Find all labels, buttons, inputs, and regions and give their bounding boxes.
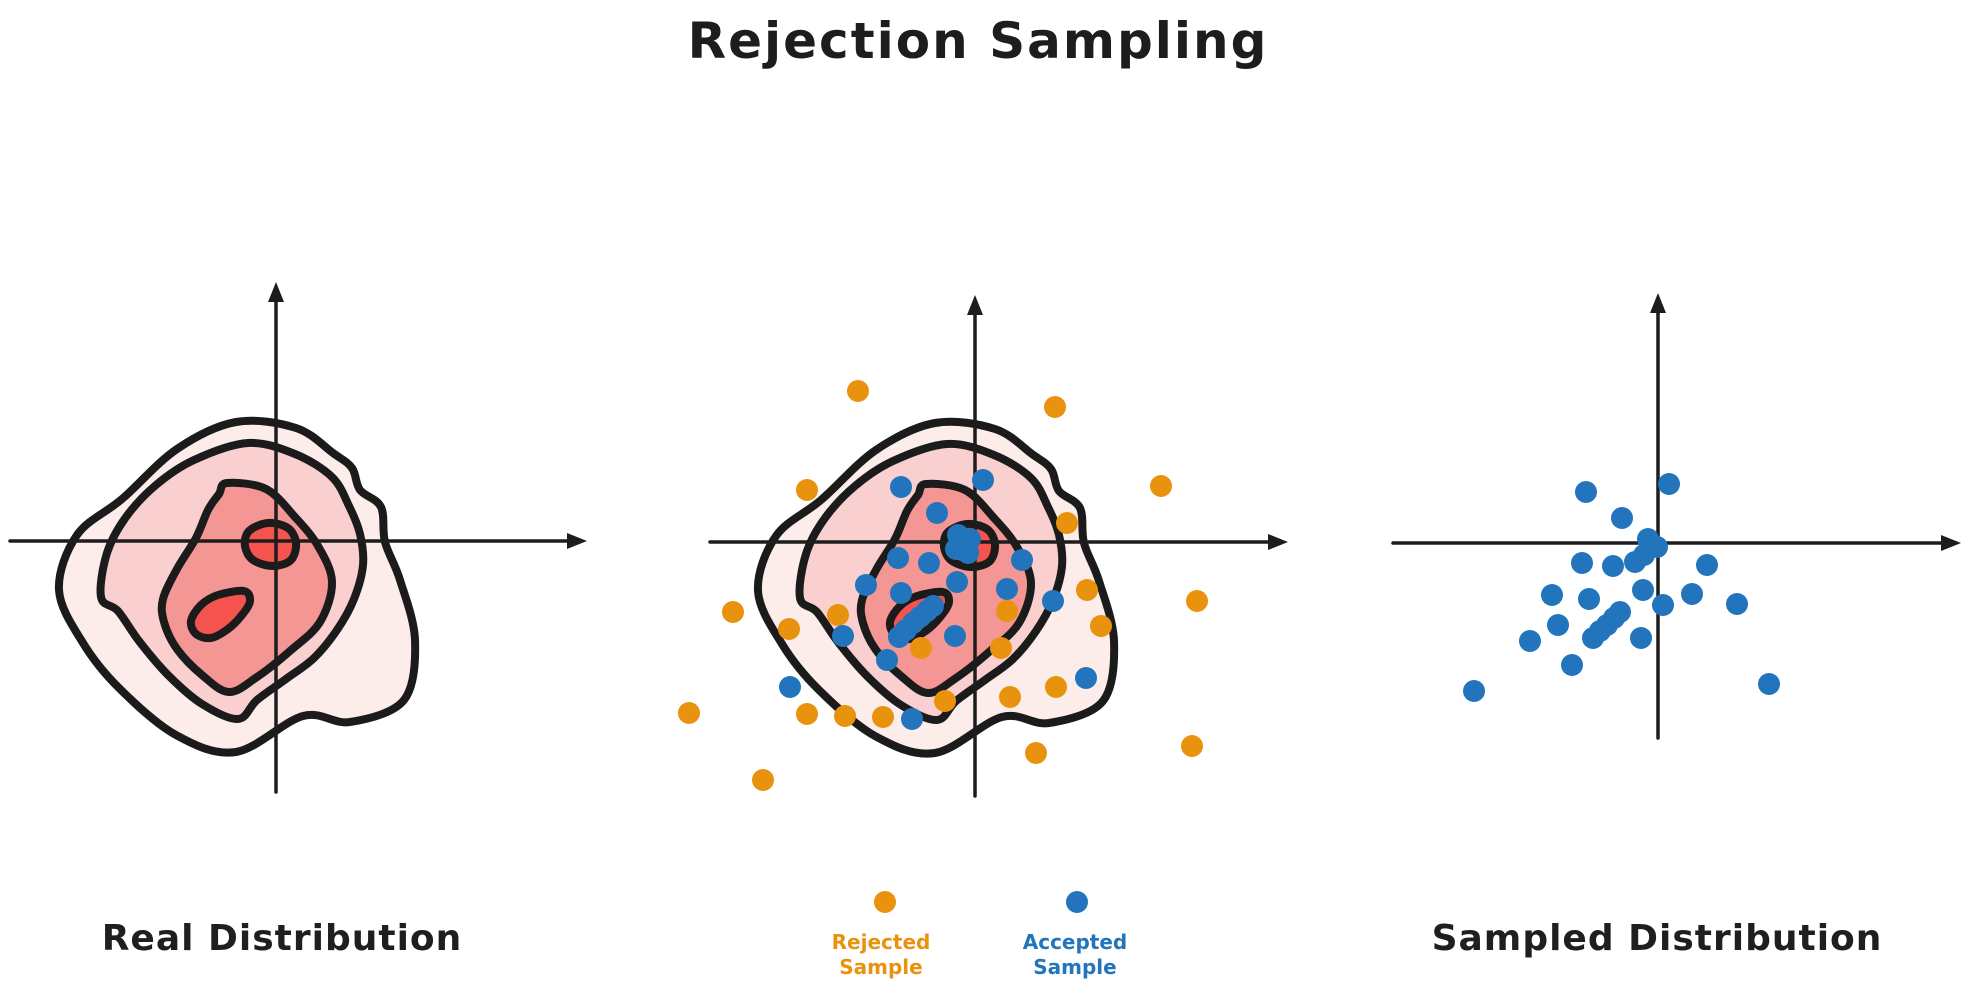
rejected-sample-dot [872, 706, 894, 728]
accepted-sample-dot [1609, 601, 1631, 623]
accepted-sample-dot [1630, 627, 1652, 649]
accepted-sample-dot [1541, 584, 1563, 606]
accepted-sample-dot [1463, 680, 1485, 702]
accepted-sample-dot [926, 502, 948, 524]
sampled-x-axis-arrow-icon [1941, 535, 1961, 551]
rejected-sample-dot [1045, 676, 1067, 698]
accepted-sample-dot [1547, 614, 1569, 636]
real-x-axis-arrow-icon [567, 533, 587, 549]
rejected-sample-dot [1186, 590, 1208, 612]
rejected-sample-dot [999, 686, 1021, 708]
accepted-sample-dot [1575, 481, 1597, 503]
accepted-sample-dot [1624, 551, 1646, 573]
accepted-sample-dot [1561, 654, 1583, 676]
accepted-sample-dot [1571, 552, 1593, 574]
rejected-sample-dot [990, 637, 1012, 659]
real-y-axis-arrow-icon [268, 282, 284, 302]
rejection-y-axis-arrow-icon [967, 295, 983, 315]
accepted-sample-dot [1602, 555, 1624, 577]
rejected-sample-dot [1025, 742, 1047, 764]
rejected-sample-dot [910, 637, 932, 659]
accepted-sample-dot [1519, 630, 1541, 652]
accepted-sample-dot [876, 649, 898, 671]
accepted-sample-dot [946, 571, 968, 593]
rejected-sample-dot [796, 703, 818, 725]
rejection-x-axis-arrow-icon [1268, 534, 1288, 550]
rejected-sample-dot [834, 705, 856, 727]
accepted-sample-dot [855, 574, 877, 596]
accepted-sample-dot [1632, 579, 1654, 601]
contour-level-4 [240, 518, 301, 570]
legend-label-accepted: Accepted Sample [1022, 930, 1128, 979]
accepted-sample-dot [890, 582, 912, 604]
caption-sampled-distribution: Sampled Distribution [1431, 918, 1883, 959]
accepted-sample-dot [1011, 549, 1033, 571]
accepted-sample-dot [1652, 594, 1674, 616]
page-title: Rejection Sampling [687, 12, 1269, 70]
accepted-sample-dot [1726, 593, 1748, 615]
rejected-sample-dot [778, 618, 800, 640]
accepted-sample-dot [1758, 673, 1780, 695]
accepted-sample-dot [996, 578, 1018, 600]
contour-level-4 [186, 586, 255, 643]
accepted-sample-dot [832, 625, 854, 647]
accepted-sample-dot [1578, 588, 1600, 610]
accepted-sample-dot [1042, 590, 1064, 612]
rejected-sample-dot [752, 769, 774, 791]
rejected-sample-dot-icon [874, 891, 896, 913]
rejected-sample-dot [996, 600, 1018, 622]
rejected-sample-dot [678, 702, 700, 724]
accepted-sample-dot [1611, 507, 1633, 529]
rejected-sample-dot [827, 604, 849, 626]
rejected-sample-dot [934, 690, 956, 712]
rejected-sample-dot [1076, 579, 1098, 601]
accepted-sample-dot [944, 625, 966, 647]
accepted-sample-dot [779, 676, 801, 698]
rejected-sample-dot [1150, 475, 1172, 497]
accepted-sample-dot [922, 595, 944, 617]
accepted-sample-dot [1696, 554, 1718, 576]
accepted-sample-dot [890, 476, 912, 498]
legend-label-rejected: Rejected Sample [831, 930, 931, 979]
rejected-sample-dot [1044, 396, 1066, 418]
accepted-sample-dot [918, 552, 940, 574]
rejected-sample-dot [847, 380, 869, 402]
rejected-sample-dot [722, 601, 744, 623]
rejected-sample-dot [1056, 512, 1078, 534]
accepted-sample-dot-icon [1066, 891, 1088, 913]
rejected-sample-dot [796, 479, 818, 501]
accepted-sample-dot [1681, 583, 1703, 605]
sampled-y-axis-arrow-icon [1650, 293, 1666, 313]
accepted-sample-dot [957, 542, 979, 564]
accepted-sample-dot [887, 547, 909, 569]
accepted-sample-dot [1075, 667, 1097, 689]
caption-real-distribution: Real Distribution [101, 918, 463, 959]
rejected-sample-dot [1181, 735, 1203, 757]
accepted-sample-dot [901, 708, 923, 730]
accepted-sample-dot [1658, 473, 1680, 495]
accepted-sample-dot [972, 469, 994, 491]
rejected-sample-dot [1090, 615, 1112, 637]
